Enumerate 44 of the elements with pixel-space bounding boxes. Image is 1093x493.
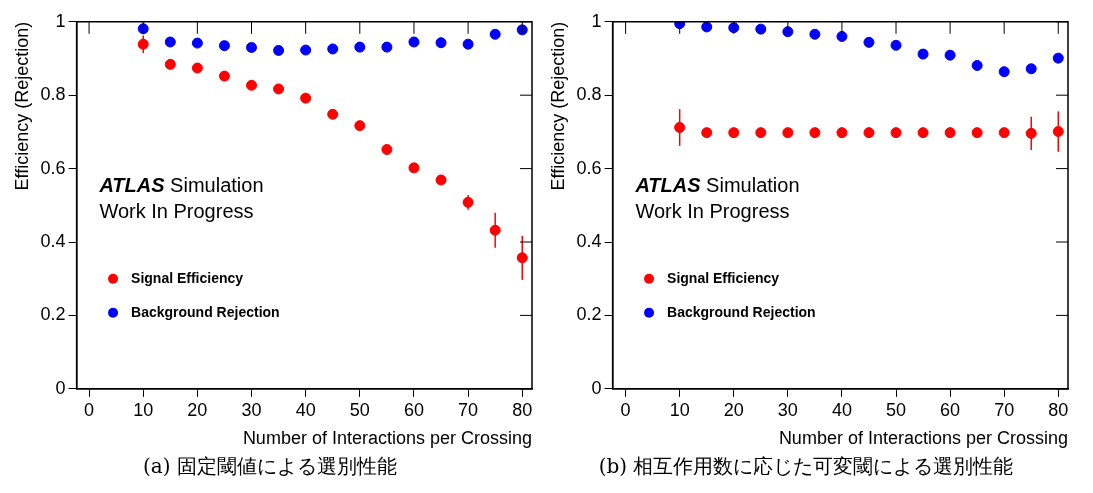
annotation: ATLAS Simulation <box>634 174 800 197</box>
y-tick-label: 0.4 <box>576 230 602 251</box>
x-tick-label: 60 <box>403 399 424 420</box>
x-tick-label: 70 <box>994 399 1015 420</box>
x-tick-label: 50 <box>349 399 370 420</box>
y-tick-label: 1 <box>55 10 66 31</box>
x-tick-label: 70 <box>458 399 479 420</box>
annotation: Work In Progress <box>99 200 254 223</box>
x-tick-label: 60 <box>940 399 961 420</box>
annotation: ATLAS Simulation <box>98 174 264 197</box>
y-axis-title: Efficiency (Rejection) <box>547 21 568 191</box>
x-tick-label: 10 <box>669 399 690 420</box>
x-tick-label: 10 <box>133 399 154 420</box>
legend-label: Background Rejection <box>131 303 280 320</box>
x-tick-label: 40 <box>831 399 852 420</box>
x-tick-label: 20 <box>723 399 744 420</box>
text: (a) 固定閾値による選別性能 <box>143 454 397 479</box>
y-tick-label: 0.2 <box>40 304 66 325</box>
legend-label: Signal Efficiency <box>131 269 244 286</box>
y-tick-label: 0 <box>591 377 602 398</box>
text: (b) 相互作用数に応じた可変閾による選別性能 <box>598 454 1014 479</box>
x-tick-label: 80 <box>512 399 533 420</box>
y-axis-title: Efficiency (Rejection) <box>11 21 32 191</box>
x-tick-label: 0 <box>620 399 631 420</box>
y-tick-label: 0.6 <box>576 157 602 178</box>
x-tick-label: 30 <box>241 399 262 420</box>
y-tick-label: 1 <box>591 10 602 31</box>
x-tick-label: 40 <box>295 399 316 420</box>
legend-label: Background Rejection <box>667 303 816 320</box>
y-tick-label: 0.6 <box>40 157 66 178</box>
legend-label: Signal Efficiency <box>667 269 780 286</box>
x-tick-label: 50 <box>886 399 907 420</box>
x-axis-title: Number of Interactions per Crossing <box>778 428 1068 449</box>
y-tick-label: 0.2 <box>576 304 602 325</box>
x-tick-label: 30 <box>777 399 798 420</box>
annotation: Work In Progress <box>635 200 790 223</box>
y-tick-label: 0.8 <box>40 84 66 105</box>
x-tick-label: 0 <box>84 399 95 420</box>
x-tick-label: 20 <box>187 399 208 420</box>
x-tick-label: 80 <box>1048 399 1069 420</box>
y-tick-label: 0 <box>55 377 66 398</box>
y-tick-label: 0.4 <box>40 230 66 251</box>
x-axis-title: Number of Interactions per Crossing <box>242 428 532 449</box>
y-tick-label: 0.8 <box>576 84 602 105</box>
